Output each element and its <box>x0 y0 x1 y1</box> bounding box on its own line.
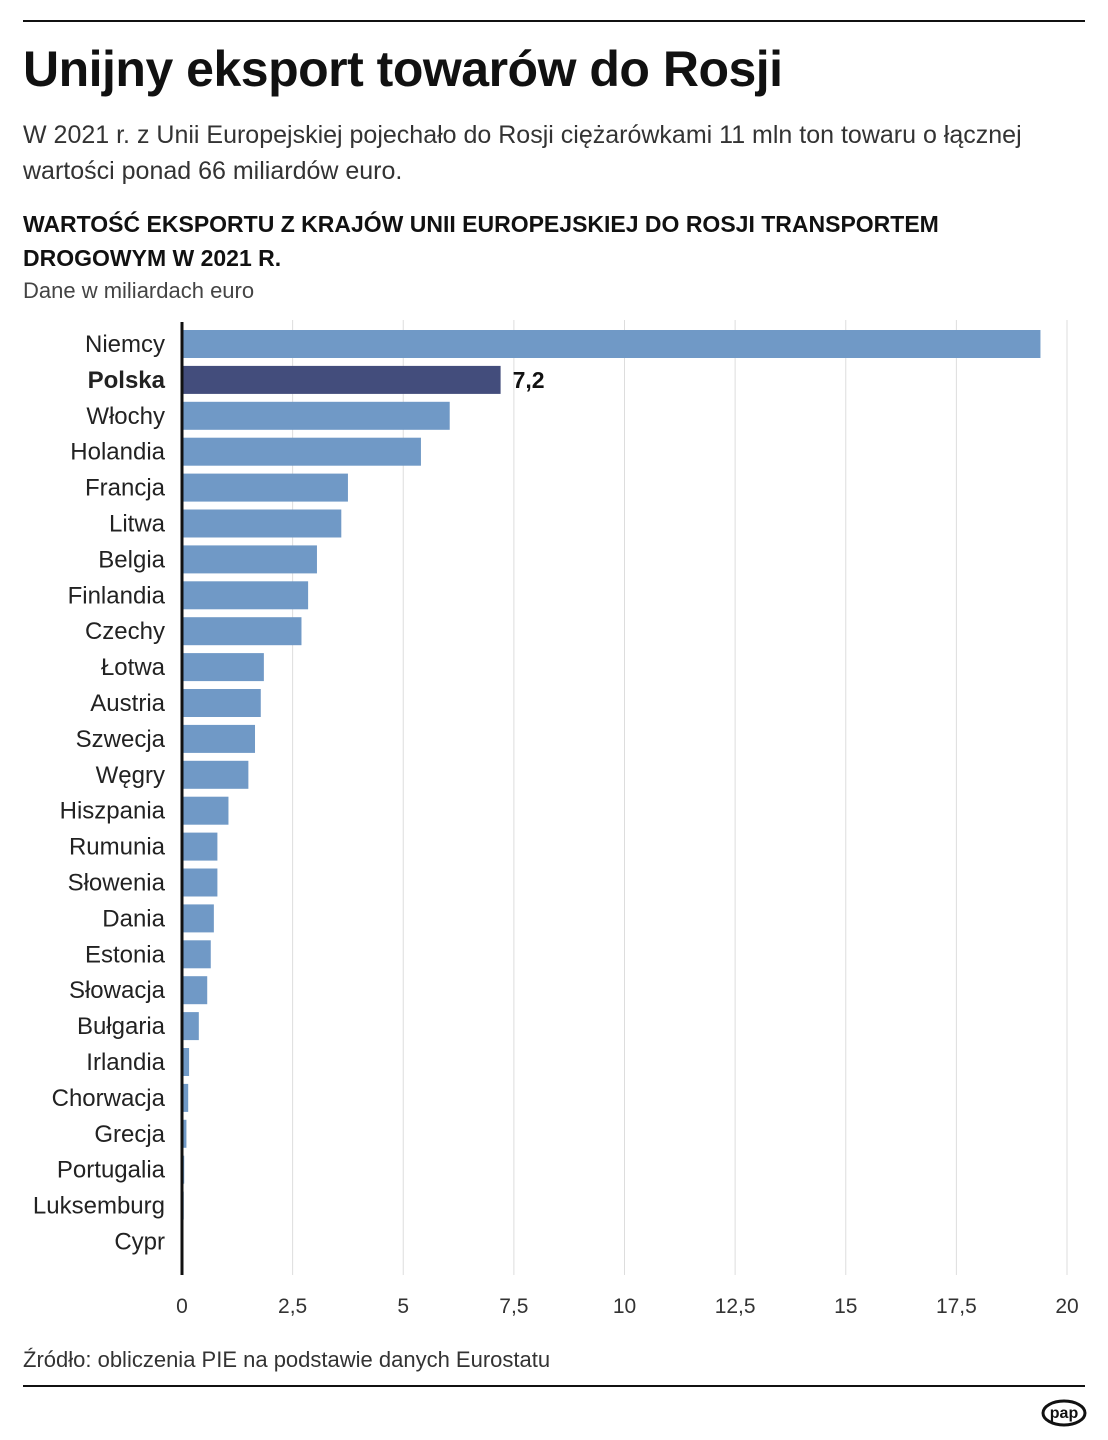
chart-subtitle: Dane w miliardach euro <box>23 278 255 303</box>
category-label: Finlandia <box>68 582 166 609</box>
bar <box>182 437 421 466</box>
bar <box>182 796 229 825</box>
bar <box>182 868 218 897</box>
data-label: 7,2 <box>513 367 545 393</box>
x-tick-label: 2,5 <box>278 1295 307 1318</box>
bar <box>182 1119 187 1148</box>
category-label: Łotwa <box>101 654 166 681</box>
x-tick-label: 12,5 <box>715 1295 756 1318</box>
bar <box>182 689 261 717</box>
source-note: Źródło: obliczenia PIE na podstawie dany… <box>23 1347 551 1372</box>
x-tick-label: 5 <box>397 1295 409 1318</box>
bar <box>182 1012 199 1041</box>
bottom-rule <box>23 1385 1085 1387</box>
category-label: Słowenia <box>68 870 166 897</box>
bar <box>182 365 501 394</box>
bar <box>182 509 342 538</box>
category-label: Polska <box>88 367 166 394</box>
x-tick-label: 7,5 <box>499 1295 528 1318</box>
category-label: Cypr <box>114 1229 165 1256</box>
bar <box>182 617 302 646</box>
bar <box>182 401 450 430</box>
x-tick-label: 10 <box>613 1295 636 1318</box>
category-label: Portugalia <box>57 1157 166 1184</box>
category-label: Czechy <box>85 618 165 645</box>
category-label: Niemcy <box>85 331 165 358</box>
category-label: Grecja <box>94 1121 165 1148</box>
category-label: Rumunia <box>69 834 166 861</box>
bar <box>182 904 214 933</box>
category-label: Belgia <box>98 546 165 573</box>
category-label: Bułgaria <box>77 1013 166 1040</box>
page-title: Unijny eksport towarów do Rosji <box>23 41 783 97</box>
bar <box>182 976 208 1005</box>
top-rule <box>23 20 1085 22</box>
category-label: Chorwacja <box>52 1085 166 1112</box>
category-label: Luksemburg <box>33 1193 165 1220</box>
x-tick-label: 17,5 <box>936 1295 977 1318</box>
bar <box>182 1048 190 1076</box>
bar <box>182 1083 189 1112</box>
category-label: Hiszpania <box>60 798 166 825</box>
category-label: Austria <box>90 690 165 717</box>
x-tick-label: 20 <box>1055 1295 1078 1318</box>
bar <box>182 724 256 753</box>
category-label: Węgry <box>96 762 165 789</box>
svg-text:pap: pap <box>1050 1405 1079 1422</box>
chart-title: WARTOŚĆ EKSPORTU Z KRAJÓW UNII EUROPEJSK… <box>23 211 939 271</box>
x-tick-label: 0 <box>176 1295 188 1318</box>
bar <box>182 330 1041 358</box>
category-label: Francja <box>85 475 166 502</box>
bar <box>182 545 317 574</box>
lead-text: W 2021 r. z Unii Europejskiej pojechało … <box>23 121 1022 185</box>
x-tick-label: 15 <box>834 1295 857 1318</box>
category-label: Słowacja <box>69 977 166 1004</box>
category-label: Litwa <box>109 511 166 538</box>
category-label: Szwecja <box>76 726 166 753</box>
bar <box>182 653 264 682</box>
bar <box>182 473 348 502</box>
category-label: Dania <box>102 905 165 932</box>
bar <box>182 832 218 861</box>
bar <box>182 940 211 969</box>
category-label: Holandia <box>70 439 165 466</box>
bar <box>182 760 249 789</box>
category-label: Włochy <box>86 403 165 430</box>
pap-logo: pap <box>1041 1399 1087 1427</box>
bar-chart: 0 2,5 5 7,5 10 12,5 15 17,5 20 Niemcy Polska 7,2 Wło… <box>33 320 1079 1318</box>
category-label: Estonia <box>85 941 166 968</box>
category-label: Irlandia <box>86 1049 165 1076</box>
bar <box>182 581 309 610</box>
